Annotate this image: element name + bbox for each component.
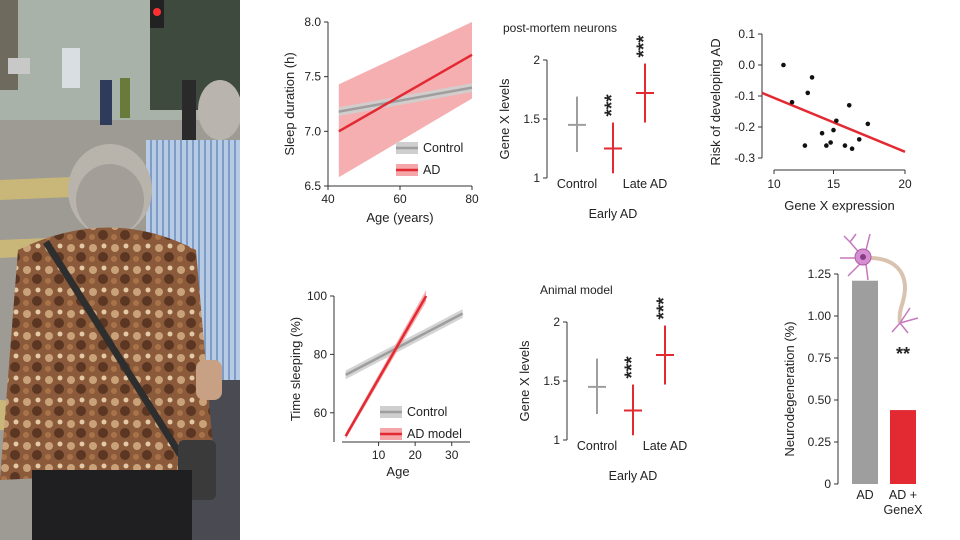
y-axis-label: Gene X levels <box>517 340 532 421</box>
x-tick-label: 60 <box>393 192 407 206</box>
x-axis-label: Age (years) <box>366 210 433 225</box>
y-tick-label: 2 <box>553 315 560 329</box>
y-axis-label: Sleep duration (h) <box>282 52 297 155</box>
neuron-nucleus <box>860 254 866 260</box>
series-line-control <box>345 312 464 376</box>
scatter-point <box>828 140 833 145</box>
y-tick-label: -0.2 <box>734 120 755 134</box>
x-tick-label: 40 <box>321 192 335 206</box>
scatter-point <box>856 137 862 142</box>
y-axis-label: Gene X levels <box>497 78 512 159</box>
y-tick-label: 80 <box>314 347 328 361</box>
x-axis-label: Age <box>386 464 409 479</box>
chart-title: post-mortem neurons <box>503 21 617 35</box>
scatter-point <box>846 103 852 108</box>
category-label: Control <box>557 177 597 191</box>
scatter-point <box>789 99 795 105</box>
y-tick-label: 0.1 <box>738 27 755 41</box>
x-tick-label: 15 <box>827 177 841 191</box>
scatter-point <box>805 90 811 96</box>
y-tick-label: 0.25 <box>808 435 832 449</box>
legend-entry: AD model <box>407 427 462 441</box>
y-tick-label: 7.0 <box>304 124 321 138</box>
scatter-point <box>865 121 871 127</box>
significance-marker: *** <box>622 356 643 379</box>
street-photo <box>0 0 240 540</box>
scatter-point <box>831 127 836 133</box>
y-tick-label: 1.5 <box>543 374 560 388</box>
y-axis-label: Risk of developing AD <box>708 38 723 165</box>
legend-entry: Control <box>423 141 463 155</box>
postmortem-genex-chart: post-mortem neurons 1 1.5 2 Gene X levels ***… <box>497 21 667 221</box>
legend-entry: Control <box>407 405 447 419</box>
y-axis-label: Time sleeping (%) <box>288 317 303 421</box>
scatter-point <box>809 75 815 80</box>
x-tick-label: 30 <box>445 448 459 462</box>
x-tick-label: 80 <box>465 192 479 206</box>
x-axis-label: Early AD <box>589 207 638 221</box>
y-tick-label: 1.25 <box>808 267 832 281</box>
regression-line <box>761 91 906 153</box>
y-tick-label: -0.3 <box>734 151 755 165</box>
neuron-terminal <box>891 307 919 334</box>
x-tick-label: 10 <box>767 177 781 191</box>
category-label: GeneX <box>884 503 924 517</box>
scatter-point <box>842 143 848 148</box>
y-tick-label: 100 <box>307 289 327 303</box>
neuron-axon <box>869 256 908 324</box>
y-tick-label: 1 <box>533 171 540 185</box>
x-tick-label: 10 <box>372 448 386 462</box>
series-line-ad-model <box>344 295 428 437</box>
scatter-point <box>849 146 855 151</box>
x-tick-label: 20 <box>898 177 912 191</box>
x-axis-label: Early AD <box>609 469 658 483</box>
sleep-duration-chart: 6.5 7.0 7.5 8.0 40 60 80 Sleep duration (h) Age … <box>282 15 479 225</box>
x-axis-label: Gene X expression <box>784 198 895 213</box>
series-line-control <box>338 86 473 113</box>
y-tick-label: 6.5 <box>304 179 321 193</box>
neuron-dendrites <box>840 233 871 281</box>
significance-marker: *** <box>654 297 675 320</box>
y-tick-label: 1.00 <box>808 309 832 323</box>
y-tick-label: 0.0 <box>738 58 755 72</box>
bar-ad <box>852 280 878 484</box>
bar-ad-genex <box>890 410 916 484</box>
y-tick-label: 0.50 <box>808 393 832 407</box>
y-tick-label: -0.1 <box>734 89 755 103</box>
y-tick-label: 7.5 <box>304 70 321 84</box>
scatter-point <box>802 143 808 148</box>
significance-marker: ** <box>896 344 910 364</box>
scatter-point <box>834 118 839 124</box>
significance-marker: *** <box>634 35 655 58</box>
category-label: AD <box>856 488 873 502</box>
y-axis-label: Neurodegeneration (%) <box>782 321 797 456</box>
x-tick-label: 20 <box>408 448 422 462</box>
series-line-ad <box>338 53 473 133</box>
y-tick-label: 1.5 <box>523 112 540 126</box>
scatter-point <box>824 143 829 148</box>
y-tick-label: 2 <box>533 53 540 67</box>
y-tick-label: 0.75 <box>808 351 832 365</box>
chart-title: Animal model <box>540 283 613 297</box>
category-label: Late AD <box>643 439 687 453</box>
y-tick-label: 1 <box>553 433 560 447</box>
y-tick-label: 0 <box>824 477 831 491</box>
significance-marker: *** <box>602 94 623 117</box>
risk-scatter-chart: 0.1 0.0 -0.1 -0.2 -0.3 10 15 20 Risk of developi… <box>708 27 912 213</box>
scatter-point <box>781 62 786 68</box>
category-label: Late AD <box>623 177 667 191</box>
category-label: AD + <box>889 488 917 502</box>
category-label: Control <box>577 439 617 453</box>
scatter-point <box>819 130 825 136</box>
y-tick-label: 60 <box>314 406 328 420</box>
y-tick-label: 8.0 <box>304 15 321 29</box>
legend-entry: AD <box>423 163 440 177</box>
animal-genex-chart: Animal model 1 1.5 2 Gene X levels *** *** Cont… <box>517 283 687 483</box>
neurodegeneration-chart: 0 0.25 0.50 0.75 1.00 1.25 Neurodegeneration (… <box>782 233 924 517</box>
neuron-icon <box>840 233 919 334</box>
time-sleeping-chart: 60 80 100 10 20 30 Time sleeping (%) Age Control… <box>288 289 470 479</box>
